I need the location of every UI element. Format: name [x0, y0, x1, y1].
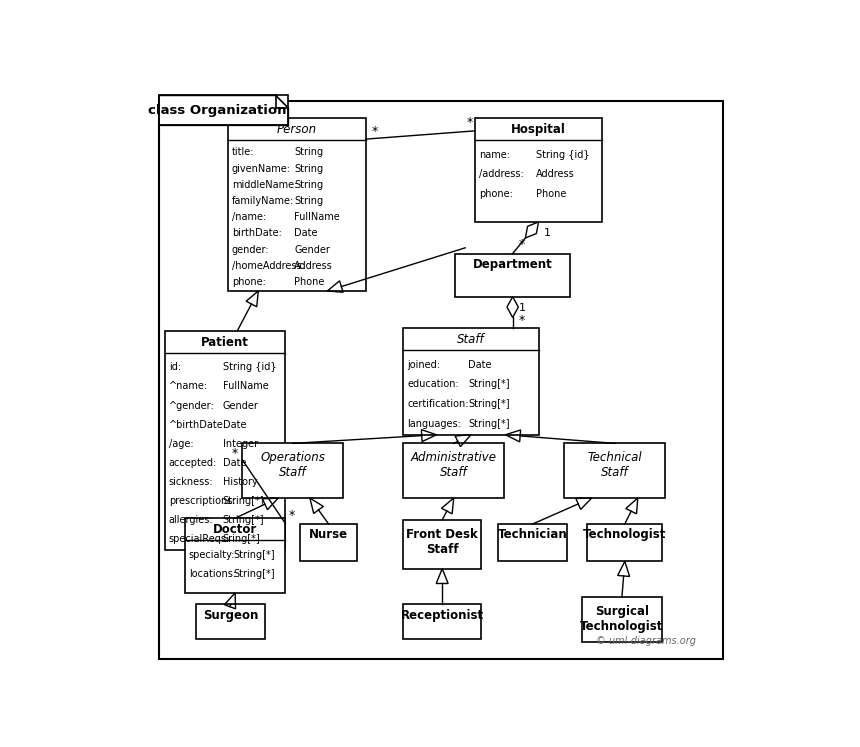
Text: sickness:: sickness: — [169, 477, 213, 487]
Text: Staff: Staff — [458, 332, 485, 346]
Text: birthDate:: birthDate: — [232, 229, 282, 238]
Text: name:: name: — [479, 150, 510, 160]
Text: specialReqs:: specialReqs: — [169, 534, 230, 545]
Text: Date: Date — [468, 360, 492, 370]
Text: ^name:: ^name: — [169, 382, 208, 391]
Text: joined:: joined: — [408, 360, 440, 370]
Text: education:: education: — [408, 379, 459, 389]
Text: *: * — [288, 509, 295, 522]
Bar — [159, 96, 288, 125]
Text: Date: Date — [223, 420, 246, 430]
Text: *: * — [467, 117, 473, 129]
Text: Gender: Gender — [294, 244, 330, 255]
Text: specialty:: specialty: — [189, 550, 235, 560]
Text: id:: id: — [169, 362, 181, 373]
Text: Phone: Phone — [294, 277, 324, 287]
Text: Address: Address — [294, 261, 333, 271]
Text: /address:: /address: — [479, 170, 524, 179]
Text: String {id}: String {id} — [223, 362, 276, 373]
Text: String[*]: String[*] — [468, 418, 510, 429]
Text: 1: 1 — [519, 303, 525, 313]
Text: Doctor: Doctor — [213, 523, 257, 536]
Text: History: History — [223, 477, 257, 487]
Text: *: * — [519, 238, 525, 251]
Text: © uml-diagrams.org: © uml-diagrams.org — [596, 636, 696, 646]
Text: /name:: /name: — [232, 212, 267, 222]
Bar — [185, 518, 286, 593]
Text: prescriptions:: prescriptions: — [169, 496, 236, 506]
Bar — [228, 118, 366, 291]
Text: String[*]: String[*] — [233, 550, 274, 560]
Bar — [498, 524, 568, 561]
Bar — [455, 253, 570, 297]
Text: String[*]: String[*] — [223, 515, 264, 525]
Text: class Organization: class Organization — [148, 104, 286, 117]
Text: /homeAddress:: /homeAddress: — [232, 261, 304, 271]
Text: *: * — [519, 314, 525, 326]
Text: Integer: Integer — [223, 438, 258, 449]
Bar — [564, 444, 665, 498]
Text: languages:: languages: — [408, 418, 461, 429]
Bar — [403, 604, 481, 639]
Text: String: String — [294, 180, 323, 190]
Text: FullName: FullName — [223, 382, 268, 391]
Text: Front Desk
Staff: Front Desk Staff — [406, 527, 478, 556]
Text: phone:: phone: — [232, 277, 266, 287]
Bar — [587, 524, 662, 561]
Text: Gender: Gender — [223, 400, 259, 411]
Text: Sring[*]: Sring[*] — [223, 534, 261, 545]
Text: gender:: gender: — [232, 244, 269, 255]
Text: Date: Date — [223, 458, 246, 468]
Text: middleName:: middleName: — [232, 180, 298, 190]
Text: certification:: certification: — [408, 399, 469, 409]
Text: Patient: Patient — [201, 335, 249, 349]
Text: String: String — [294, 164, 323, 173]
Text: allergies:: allergies: — [169, 515, 213, 525]
Text: 1: 1 — [544, 229, 551, 238]
Text: /age:: /age: — [169, 438, 194, 449]
Text: *: * — [232, 447, 238, 460]
Text: title:: title: — [232, 147, 255, 158]
Text: String {id}: String {id} — [536, 150, 590, 160]
Text: locations:: locations: — [189, 569, 236, 579]
Text: String: String — [294, 196, 323, 206]
Text: String[*]: String[*] — [468, 399, 510, 409]
Text: Nurse: Nurse — [309, 528, 348, 542]
Text: ^birthDate:: ^birthDate: — [169, 420, 227, 430]
Bar — [403, 444, 504, 498]
Text: String: String — [294, 147, 323, 158]
Bar — [581, 597, 662, 642]
Text: Address: Address — [536, 170, 574, 179]
Bar — [476, 118, 602, 222]
Text: Administrative
Staff: Administrative Staff — [411, 451, 497, 480]
Text: Hospital: Hospital — [511, 123, 566, 136]
Bar — [164, 331, 286, 550]
Text: FullName: FullName — [294, 212, 340, 222]
Bar — [403, 520, 481, 568]
Text: Department: Department — [473, 258, 552, 271]
Bar — [403, 329, 538, 435]
Text: Operations
Staff: Operations Staff — [261, 451, 325, 480]
Text: String[*]: String[*] — [468, 379, 510, 389]
Text: Technologist: Technologist — [583, 528, 666, 542]
Text: accepted:: accepted: — [169, 458, 217, 468]
Text: Technician: Technician — [498, 528, 568, 542]
Text: Surgeon: Surgeon — [203, 609, 259, 622]
Text: Phone: Phone — [536, 189, 567, 199]
Text: Date: Date — [294, 229, 317, 238]
Text: String[*]: String[*] — [233, 569, 274, 579]
Text: Technical
Staff: Technical Staff — [587, 451, 642, 480]
Text: givenName:: givenName: — [232, 164, 291, 173]
Text: familyName:: familyName: — [232, 196, 294, 206]
Bar — [196, 604, 266, 639]
Text: String[*]: String[*] — [223, 496, 264, 506]
Text: ^gender:: ^gender: — [169, 400, 214, 411]
Text: phone:: phone: — [479, 189, 513, 199]
Text: Person: Person — [277, 123, 317, 136]
Text: Surgical
Technologist: Surgical Technologist — [580, 605, 664, 633]
Bar — [243, 444, 343, 498]
Text: *: * — [372, 125, 378, 137]
Text: Receptionist: Receptionist — [401, 609, 484, 622]
Bar — [300, 524, 358, 561]
